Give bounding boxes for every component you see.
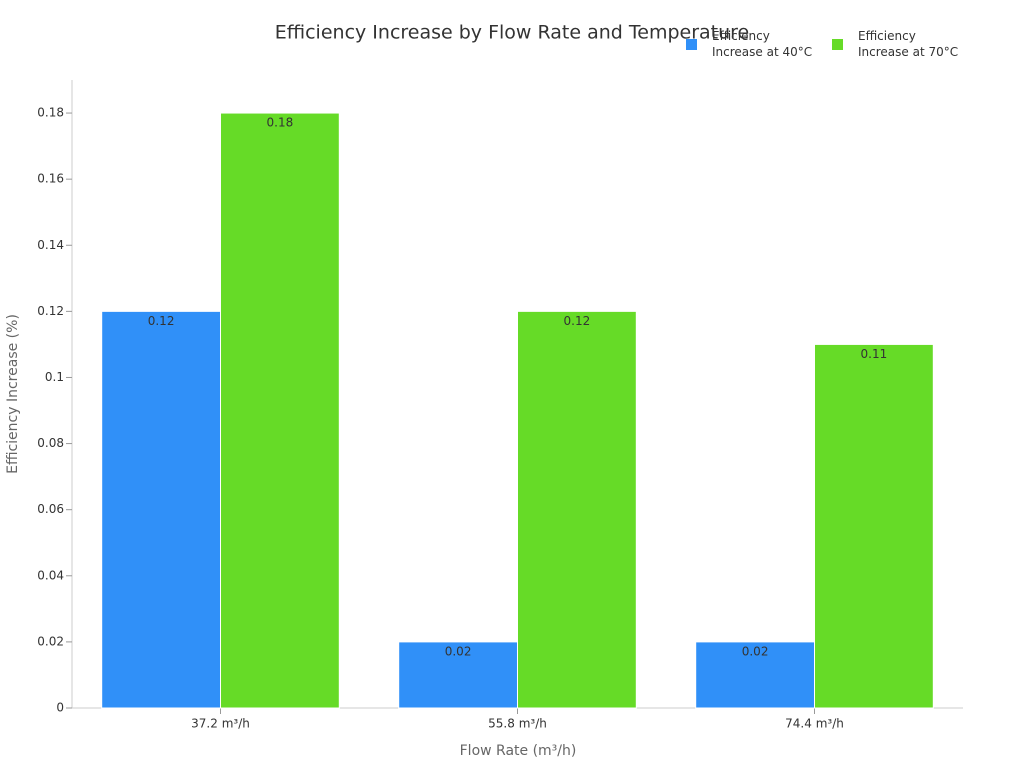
y-tick-label: 0.06 <box>37 502 64 516</box>
y-tick-label: 0.16 <box>37 172 64 186</box>
data-label: 0.02 <box>742 644 769 658</box>
bar <box>517 310 637 709</box>
x-axis-label: Flow Rate (m³/h) <box>460 743 577 759</box>
y-axis-label: Efficiency Increase (%) <box>5 314 21 474</box>
y-tick-label: 0.1 <box>45 370 64 384</box>
legend-label: Efficiency Increase at 40°C <box>712 29 813 59</box>
bar <box>220 112 340 709</box>
x-tick-label: 37.2 m³/h <box>191 717 250 731</box>
data-label: 0.12 <box>564 314 591 328</box>
y-tick-label: 0.14 <box>37 238 64 252</box>
data-label: 0.18 <box>267 116 294 130</box>
data-label: 0.12 <box>148 314 175 328</box>
bar <box>101 310 221 709</box>
bar <box>814 343 934 709</box>
legend-swatch <box>832 39 843 50</box>
x-tick-label: 55.8 m³/h <box>488 717 547 731</box>
data-label: 0.02 <box>445 644 472 658</box>
y-tick-label: 0 <box>56 701 64 715</box>
legend-label: Efficiency Increase at 70°C <box>858 29 959 59</box>
y-tick-label: 0.02 <box>37 634 64 648</box>
y-tick-label: 0.04 <box>37 568 64 582</box>
y-tick-label: 0.12 <box>37 304 64 318</box>
y-tick-label: 0.18 <box>37 106 64 120</box>
legend-swatch <box>686 39 697 50</box>
y-tick-label: 0.08 <box>37 436 64 450</box>
x-tick-label: 74.4 m³/h <box>785 717 844 731</box>
data-label: 0.11 <box>861 347 888 361</box>
chart-title: Efficiency Increase by Flow Rate and Tem… <box>275 22 750 44</box>
